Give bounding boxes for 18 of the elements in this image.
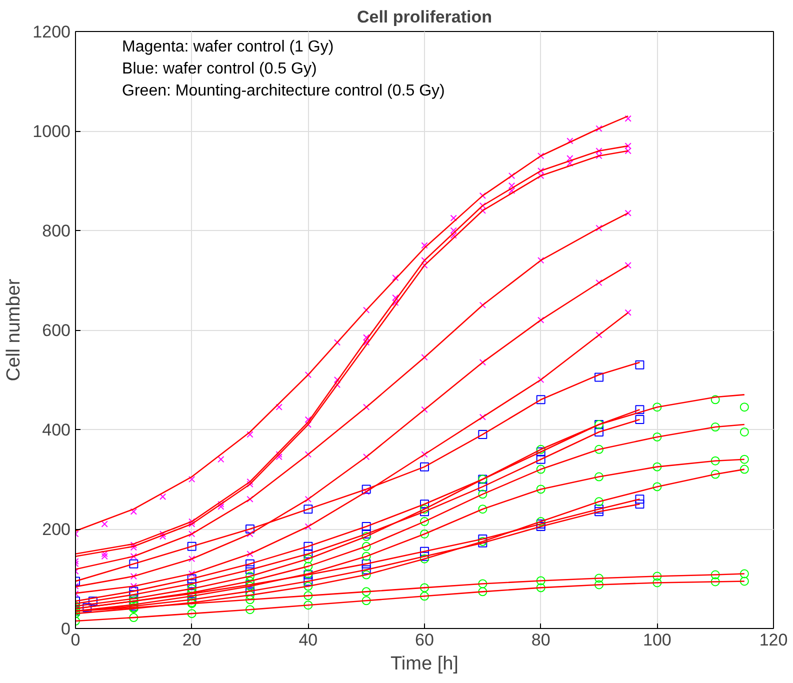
chart-title: Cell proliferation — [356, 8, 492, 26]
annotation: Blue: wafer control (0.5 Gy) — [122, 60, 317, 78]
y-tick-label: 200 — [42, 520, 71, 539]
y-tick-label: 1000 — [32, 122, 71, 141]
annotation: Magenta: wafer control (1 Gy) — [122, 38, 334, 56]
x-tick-label: 80 — [531, 630, 550, 650]
y-tick-label: 800 — [42, 222, 71, 240]
x-axis-title: Time [h] — [390, 654, 458, 674]
y-tick-label: 600 — [42, 321, 71, 340]
x-tick-label: 40 — [298, 630, 318, 650]
annotation: Green: Mounting-architecture control (0.5 Gy) — [122, 82, 445, 100]
x-tick-label: 120 — [759, 630, 788, 650]
x-tick-label: 100 — [642, 630, 672, 650]
x-tick-label: 60 — [415, 630, 434, 650]
y-tick-label: 1200 — [32, 22, 71, 42]
y-axis-title: Cell number — [4, 278, 25, 382]
x-tick-label: 20 — [182, 630, 202, 650]
y-tick-label: 400 — [42, 420, 71, 440]
